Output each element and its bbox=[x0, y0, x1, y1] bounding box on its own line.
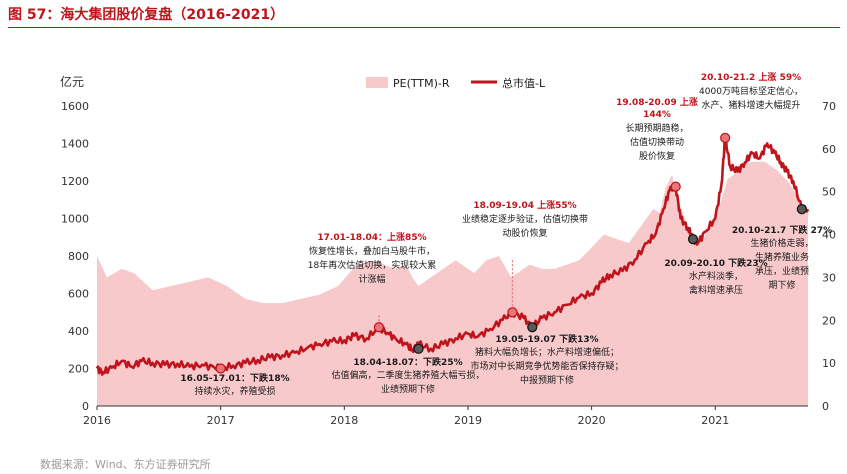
annotation-text: 业绩预期下修 bbox=[381, 383, 435, 395]
event-marker bbox=[687, 234, 699, 245]
annotation-period: 19.05-19.07 下跌13% bbox=[495, 333, 598, 345]
annotation-text: 水产料淡季， bbox=[689, 270, 743, 282]
annotation-text: 水产、猪料增速大幅提升 bbox=[701, 99, 800, 111]
annotation-text: 业绩稳定逐步验证，估值切换带 bbox=[462, 213, 588, 225]
annotation-period: 16.05-17.01：下跌18% bbox=[180, 372, 289, 384]
annotation-heading: 17.01-18.04：上涨85% bbox=[317, 231, 426, 243]
connector-layer bbox=[378, 258, 514, 322]
left-tick-label: 1600 bbox=[61, 100, 89, 113]
x-tick-label: 2021 bbox=[701, 414, 729, 427]
annotation-text: 承压，业绩预 bbox=[755, 265, 809, 277]
right-tick-label: 10 bbox=[822, 357, 836, 370]
annotation-heading: 144% bbox=[643, 110, 671, 120]
left-tick-label: 600 bbox=[68, 288, 89, 301]
pe-area-layer bbox=[97, 161, 808, 406]
event-marker bbox=[215, 363, 226, 374]
annotation-heading: 19.08-20.09 上涨 bbox=[616, 96, 699, 108]
annotation-text: 估值偏高，二季度生猪养殖大幅亏损， bbox=[331, 369, 484, 381]
annotation-text: 猪料大幅负增长；水产料增速偏低； bbox=[475, 346, 619, 358]
annotation-text: 4000万吨目标坚定信心， bbox=[699, 85, 803, 97]
left-tick-label: 0 bbox=[82, 400, 89, 413]
right-tick-label: 70 bbox=[822, 100, 836, 113]
event-marker bbox=[413, 343, 424, 354]
source-note: 数据来源：Wind、东方证券研究所 bbox=[40, 458, 211, 471]
event-marker bbox=[373, 322, 385, 333]
annotation-text: 计涨幅 bbox=[358, 273, 385, 285]
event-marker bbox=[796, 204, 807, 215]
annotation-heading: 20.10-21.2 上涨 59% bbox=[701, 71, 801, 83]
right-tick-label: 30 bbox=[822, 271, 836, 284]
x-tick-label: 2020 bbox=[578, 414, 606, 427]
right-tick-label: 60 bbox=[822, 143, 836, 156]
axes-layer: 0 200 400 600 800 1000 1200 1400 1600 亿元 0 10 20 30 40… bbox=[60, 74, 836, 427]
figure-title: 图 57：海大集团股价复盘（2016-2021） bbox=[8, 7, 285, 23]
right-tick-label: 50 bbox=[822, 186, 836, 199]
event-marker bbox=[670, 181, 681, 192]
left-tick-label: 400 bbox=[68, 325, 89, 338]
title-underline bbox=[8, 27, 840, 28]
x-tick-label: 2016 bbox=[83, 414, 111, 427]
annotation-text: 禽料增速承压 bbox=[689, 284, 743, 296]
annotation-text: 动股价恢复 bbox=[502, 227, 547, 239]
right-tick-label: 0 bbox=[822, 400, 829, 413]
annotation-text: 生猪价格走弱， bbox=[750, 237, 813, 249]
annotation-text: 长期预期趋稳， bbox=[625, 122, 688, 134]
left-axis-unit: 亿元 bbox=[60, 74, 84, 89]
legend: PE(TTM)-R 总市值-L bbox=[366, 76, 546, 90]
annotation-period: 18.04-18.07：下跌25% bbox=[353, 356, 462, 368]
right-tick-label: 40 bbox=[822, 229, 836, 242]
annotation-period: 20.09-20.10 下跌23% bbox=[664, 257, 767, 269]
annotation-text: 生猪养殖业务 bbox=[755, 251, 809, 263]
annotation-heading: 18.09-19.04 上涨55% bbox=[473, 199, 576, 211]
legend-label-line: 总市值-L bbox=[502, 76, 546, 90]
annotation-text: 中报预期下修 bbox=[520, 374, 574, 386]
left-tick-label: 800 bbox=[68, 250, 89, 263]
event-marker bbox=[527, 322, 538, 333]
annotation-layer: 16.05-17.01：下跌18%持续水灾，养殖受损 17.01-18.04：上涨… bbox=[180, 71, 832, 397]
left-tick-label: 1200 bbox=[61, 175, 89, 188]
x-tick-label: 2019 bbox=[454, 414, 482, 427]
annotation-text: 恢复性增长，叠加白马股牛市， bbox=[309, 245, 435, 257]
right-tick-label: 20 bbox=[822, 314, 836, 327]
event-marker bbox=[507, 307, 518, 318]
pe-area bbox=[97, 161, 808, 406]
annotation-text: 18年再次估值切换，实现较大累 bbox=[308, 259, 436, 271]
annotation-text: 股价恢复 bbox=[639, 150, 675, 162]
annotation-text: 期下修 bbox=[768, 279, 795, 291]
x-tick-label: 2018 bbox=[330, 414, 358, 427]
annotation-text: 市场对中长期竞争优势能否保持存疑； bbox=[470, 360, 623, 372]
annotation-period: 20.10-21.7 下跌 27% bbox=[732, 224, 832, 236]
x-tick-label: 2017 bbox=[207, 414, 235, 427]
left-tick-label: 200 bbox=[68, 363, 89, 376]
event-marker bbox=[720, 132, 731, 143]
left-tick-label: 1400 bbox=[61, 138, 89, 151]
annotation-text: 估值切换带动 bbox=[630, 136, 684, 148]
marker-layer bbox=[215, 132, 807, 374]
legend-swatch-pe bbox=[366, 77, 388, 88]
legend-label-pe: PE(TTM)-R bbox=[393, 77, 450, 90]
left-tick-label: 1000 bbox=[61, 213, 89, 226]
annotation-text: 持续水灾，养殖受损 bbox=[194, 385, 275, 397]
